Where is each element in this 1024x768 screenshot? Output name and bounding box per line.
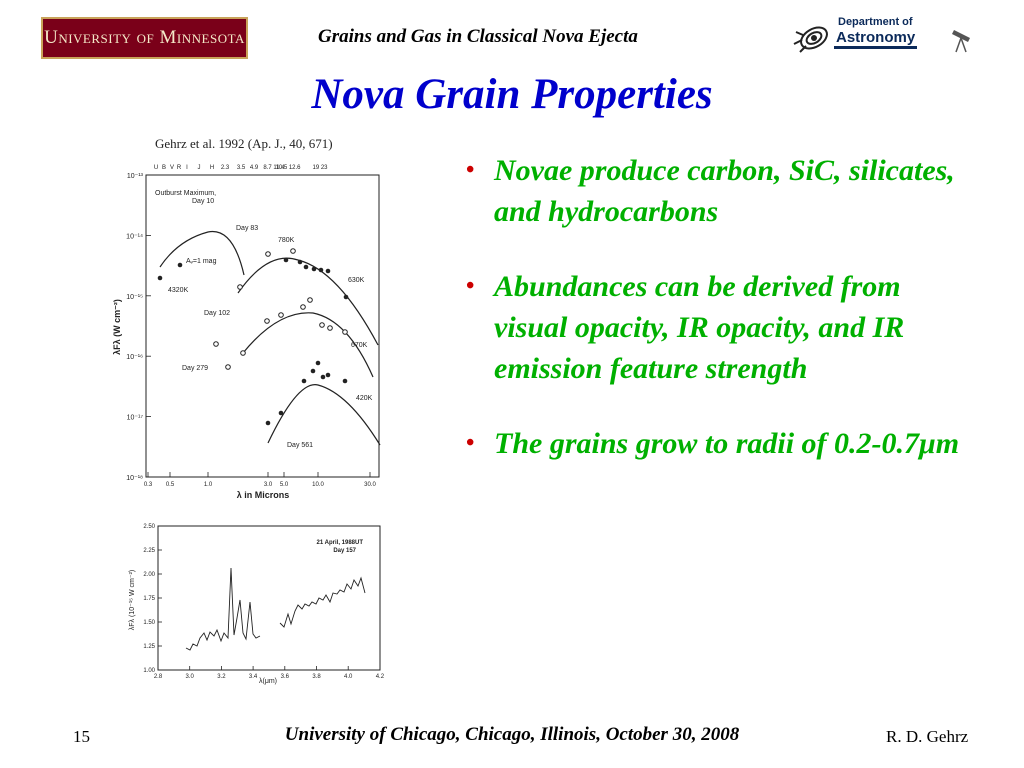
outburst-day-annotation: Day 10 bbox=[192, 198, 214, 205]
bullet-marker: • bbox=[466, 273, 475, 299]
spectrum-x-tick-label: 2.8 bbox=[154, 674, 163, 680]
band-label: H bbox=[210, 165, 214, 171]
sed-y-tick-label: 10⁻¹⁵ bbox=[126, 294, 143, 301]
band-label: 4.9 bbox=[250, 165, 259, 171]
band-label: B bbox=[162, 165, 166, 171]
ir-spectrum-figure: 2.50 2.25 2.00 1.75 1.50 1.25 1.00 2.8 3.0 3.2 3.… bbox=[129, 524, 385, 685]
temp-420k-annotation: 420K bbox=[356, 395, 373, 402]
day10-points bbox=[157, 262, 183, 281]
band-label: 8.7 11.4 bbox=[263, 165, 285, 171]
band-label: 2.3 bbox=[221, 165, 230, 171]
spectrum-x-tick-label: 3.8 bbox=[312, 674, 321, 680]
band-label: V bbox=[170, 165, 174, 171]
spectrum-y-tick-label: 2.00 bbox=[143, 572, 155, 578]
sed-y-tick-label: 10⁻¹³ bbox=[127, 173, 144, 180]
sed-evolution-figure: U B V R I J H 2.3 3.5 4.9 8.7 11.410.5 12.6 19 23 1… bbox=[112, 165, 381, 500]
spectrum-x-tick-label: 3.2 bbox=[217, 674, 226, 680]
extinction-annotation: Aᵥ=1 mag bbox=[186, 258, 217, 265]
band-label: 10.5 12.6 bbox=[275, 165, 301, 171]
sed-x-tick-label: 5.0 bbox=[280, 482, 289, 488]
presentation-title: Grains and Gas in Classical Nova Ejecta bbox=[318, 26, 638, 47]
slide-title: Nova Grain Properties bbox=[311, 71, 713, 118]
band-label: J bbox=[198, 165, 201, 171]
university-of-minnesota-logo: University of Minnesota bbox=[41, 17, 248, 59]
sed-x-tick-label: 3.0 bbox=[264, 482, 273, 488]
astronomy-department-logo: Department of Astronomy bbox=[790, 14, 980, 60]
band-label: 3.5 bbox=[237, 165, 246, 171]
bullet-text: The grains grow to radii of 0.2-0.7μm bbox=[494, 427, 960, 460]
temp-780k-annotation: 780K bbox=[278, 237, 295, 244]
sed-y-tick-label: 10⁻¹⁷ bbox=[127, 415, 144, 422]
day102-points bbox=[213, 248, 348, 370]
sed-x-tick-label: 30.0 bbox=[364, 482, 376, 488]
galaxy-icon bbox=[793, 26, 828, 53]
band-label: 19 23 bbox=[312, 165, 328, 171]
band-label: R bbox=[177, 165, 182, 171]
day10-curve bbox=[159, 230, 245, 276]
sed-y-tick-label: 10⁻¹⁴ bbox=[126, 233, 143, 240]
band-label: U bbox=[154, 165, 158, 171]
day279-annotation: Day 279 bbox=[182, 365, 208, 372]
sed-x-tick-label: 10.0 bbox=[312, 482, 324, 488]
sed-y-axis-label: λFλ (W cm⁻²) bbox=[112, 299, 122, 355]
day561-points bbox=[265, 360, 348, 426]
spectrum-short-segment bbox=[185, 567, 261, 651]
spectrum-x-tick-label: 4.2 bbox=[376, 674, 385, 680]
outburst-annotation: Outburst Maximum, bbox=[155, 190, 216, 197]
day102-curve bbox=[242, 312, 374, 378]
spectrum-x-tick-label: 3.6 bbox=[281, 674, 290, 680]
bullet-item: • Novae produce carbon, SiC, silicates, … bbox=[460, 150, 960, 232]
day102-annotation: Day 102 bbox=[204, 310, 230, 317]
sed-x-tick-label: 0.3 bbox=[144, 482, 153, 488]
band-label: I bbox=[186, 165, 188, 171]
spectrum-y-tick-label: 1.25 bbox=[143, 644, 155, 650]
day83-annotation: Day 83 bbox=[236, 225, 258, 232]
spectrum-y-tick-label: 1.50 bbox=[143, 620, 155, 626]
footer-author: R. D. Gehrz bbox=[886, 727, 969, 746]
bullet-item: • Abundances can be derived from visual … bbox=[460, 266, 960, 389]
sed-x-tick-label: 0.5 bbox=[166, 482, 175, 488]
slide-number: 15 bbox=[73, 727, 90, 746]
figure-citation: Gehrz et al. 1992 (Ap. J., 40, 671) bbox=[155, 136, 333, 151]
bullet-text: Abundances can be derived from visual op… bbox=[494, 270, 905, 385]
bullet-marker: • bbox=[466, 430, 475, 456]
day561-curve bbox=[267, 384, 381, 446]
bullet-item: • The grains grow to radii of 0.2-0.7μm bbox=[460, 423, 960, 464]
sed-x-tick-label: 1.0 bbox=[204, 482, 213, 488]
day83-points bbox=[283, 257, 349, 300]
spectrum-x-tick-label: 3.4 bbox=[249, 674, 258, 680]
spectrum-long-segment bbox=[279, 576, 366, 628]
department-of-label: Department of bbox=[838, 16, 913, 28]
spectrum-x-tick-label: 3.0 bbox=[186, 674, 195, 680]
temp-670k-annotation: 670K bbox=[351, 342, 368, 349]
spectrum-date-label: 21 April, 1988UT bbox=[317, 540, 364, 546]
temp-630k-annotation: 630K bbox=[348, 277, 365, 284]
sed-y-tick-label: 10⁻¹⁸ bbox=[126, 475, 143, 482]
bullet-text: Novae produce carbon, SiC, silicates, an… bbox=[494, 154, 955, 228]
spectrum-x-axis-label: λ(μm) bbox=[259, 678, 277, 685]
spectrum-x-tick-label: 4.0 bbox=[344, 674, 353, 680]
telescope-icon bbox=[952, 30, 970, 53]
spectrum-y-tick-label: 1.00 bbox=[143, 668, 155, 674]
spectrum-y-tick-label: 1.75 bbox=[143, 596, 155, 602]
footer-venue: University of Chicago, Chicago, Illinois… bbox=[284, 724, 740, 745]
spectrum-day-label: Day 157 bbox=[333, 548, 356, 554]
day561-annotation: Day 561 bbox=[287, 442, 313, 449]
spectrum-y-axis-label: λFλ (10⁻¹⁵ W cm⁻²) bbox=[129, 570, 136, 630]
temp-4320k-annotation: 4320K bbox=[168, 287, 189, 294]
sed-plot-frame bbox=[145, 174, 380, 478]
bullet-marker: • bbox=[466, 157, 475, 183]
astronomy-label: Astronomy bbox=[834, 29, 918, 49]
sed-y-tick-label: 10⁻¹⁶ bbox=[126, 354, 143, 361]
bullet-list: • Novae produce carbon, SiC, silicates, … bbox=[460, 150, 960, 498]
spectrum-y-tick-label: 2.25 bbox=[143, 548, 155, 554]
spectrum-y-tick-label: 2.50 bbox=[143, 524, 155, 530]
sed-x-axis-label: λ in Microns bbox=[237, 490, 290, 500]
